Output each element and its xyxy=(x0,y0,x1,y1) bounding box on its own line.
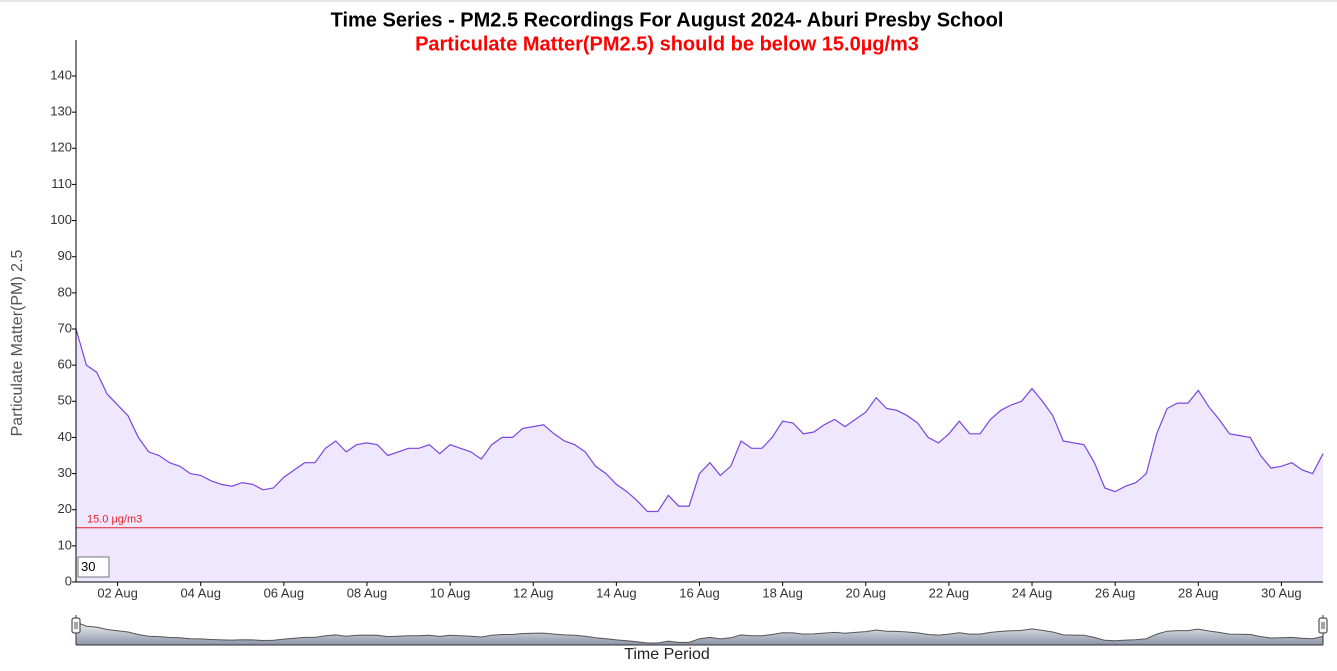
x-tick-label: 28 Aug xyxy=(1178,585,1219,600)
range-selector-area xyxy=(76,622,1323,645)
x-tick-label: 18 Aug xyxy=(762,585,803,600)
y-axis-label: Particulate Matter(PM) 2.5 xyxy=(9,250,26,437)
range-handle[interactable] xyxy=(1318,617,1328,634)
area-fill xyxy=(76,329,1323,582)
range-selector-line xyxy=(75,621,1324,644)
x-tick-label: 22 Aug xyxy=(929,585,970,600)
x-tick-label: 02 Aug xyxy=(97,585,138,600)
y-tick-label: 110 xyxy=(51,176,72,191)
x-tick-label: 30 Aug xyxy=(1261,585,1302,600)
y-tick-label: 90 xyxy=(58,248,72,263)
y-tick-label: 60 xyxy=(58,357,72,372)
y-tick-label: 30 xyxy=(58,465,72,480)
y-tick-label: 130 xyxy=(50,104,72,119)
roll-period-input[interactable] xyxy=(77,556,110,578)
x-tick-label: 06 Aug xyxy=(264,585,305,600)
x-tick-label: 20 Aug xyxy=(846,585,887,600)
x-tick-label: 10 Aug xyxy=(430,585,471,600)
data-line xyxy=(75,328,1324,513)
y-tick-label: 120 xyxy=(50,140,72,155)
y-tick-label: 20 xyxy=(58,501,72,516)
y-tick-label: 70 xyxy=(58,320,72,335)
chart-subtitle: Particulate Matter(PM2.5) should be belo… xyxy=(415,33,919,55)
x-tick-label: 16 Aug xyxy=(679,585,720,600)
chart-title: Time Series - PM2.5 Recordings For Augus… xyxy=(331,9,1004,31)
y-tick-label: 100 xyxy=(50,212,72,227)
y-tick-label: 50 xyxy=(58,393,72,408)
y-tick-label: 10 xyxy=(58,537,72,552)
x-tick-label: 26 Aug xyxy=(1095,585,1136,600)
x-tick-label: 24 Aug xyxy=(1012,585,1053,600)
x-axis-label: Time Period xyxy=(624,646,710,663)
roll-period-value[interactable]: 30 xyxy=(81,559,95,574)
threshold-label: 15.0 µg/m3 xyxy=(87,514,142,526)
y-tick-label: 40 xyxy=(58,429,72,444)
y-tick-label: 0 xyxy=(65,573,72,588)
y-tick-label: 80 xyxy=(58,284,72,299)
x-tick-label: 04 Aug xyxy=(180,585,221,600)
x-tick-label: 12 Aug xyxy=(513,585,554,600)
x-tick-label: 08 Aug xyxy=(347,585,388,600)
y-tick-label: 140 xyxy=(50,67,72,82)
x-tick-label: 14 Aug xyxy=(596,585,637,600)
range-handle[interactable] xyxy=(71,617,81,634)
